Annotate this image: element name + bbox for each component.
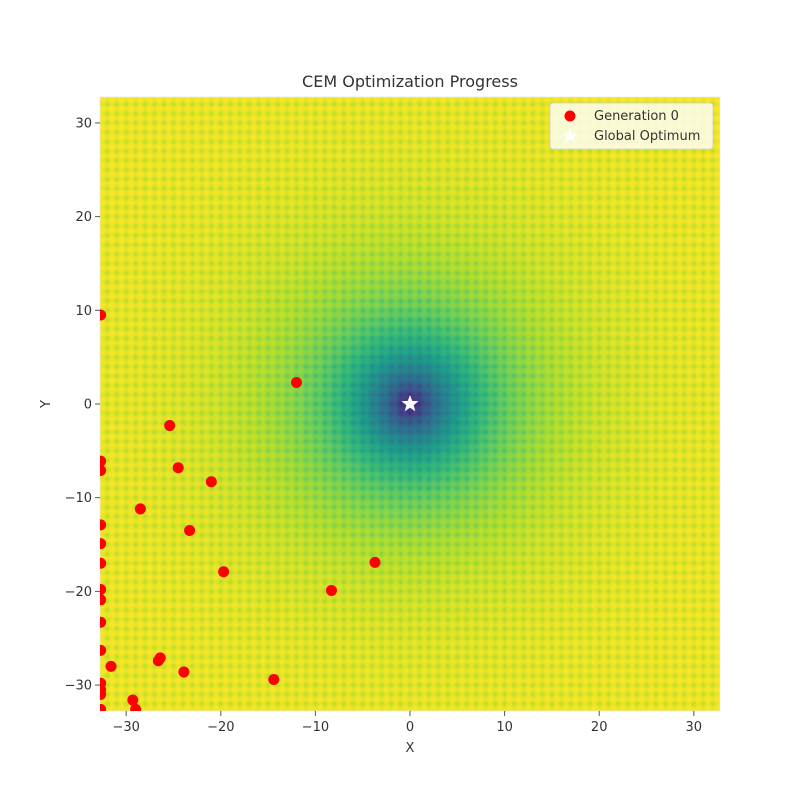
chart-title: CEM Optimization Progress [302, 72, 518, 91]
legend-marker-generation-0 [564, 110, 576, 122]
generation-0-point [134, 503, 146, 515]
generation-0-point [100, 455, 107, 467]
generation-0-point [152, 655, 164, 667]
generation-0-point [127, 694, 139, 706]
legend: Generation 0 Global Optimum [549, 102, 714, 150]
generation-0-point [205, 476, 217, 488]
y-axis-label: Y [39, 400, 54, 409]
generation-0-point [105, 660, 117, 672]
y-tick-label: −30 [65, 679, 92, 694]
y-tick-label: 20 [75, 210, 92, 225]
x-axis: −30 −20 −10 0 10 20 30 [112, 711, 702, 735]
generation-0-point [100, 309, 107, 321]
y-tick-label: 30 [75, 116, 92, 131]
generation-0-point [100, 538, 107, 550]
x-tick-label: −20 [207, 720, 234, 735]
generation-0-point [178, 666, 190, 678]
data-points [100, 309, 419, 711]
generation-0-point [369, 556, 381, 568]
generation-0-point [100, 703, 107, 711]
generation-0-point [100, 557, 107, 569]
x-tick-label: 0 [406, 720, 414, 735]
x-tick-label: 30 [686, 720, 703, 735]
generation-0-point [100, 616, 107, 628]
generation-0-point [172, 462, 184, 474]
legend-box [549, 102, 714, 150]
generation-0-point [100, 594, 107, 606]
generation-0-point [164, 420, 176, 432]
generation-0-point [130, 703, 142, 711]
generation-0-point [218, 566, 230, 578]
legend-label-generation-0: Generation 0 [594, 109, 679, 124]
generation-0-point [100, 584, 107, 596]
y-tick-label: −20 [65, 585, 92, 600]
generation-0-point [268, 673, 280, 685]
x-tick-label: −10 [302, 720, 329, 735]
y-tick-label: −10 [65, 491, 92, 506]
x-tick-label: 20 [591, 720, 608, 735]
generation-0-point [290, 376, 302, 388]
y-axis: −30 −20 −10 0 10 20 30 [65, 116, 100, 694]
generation-0-point [100, 519, 107, 531]
x-axis-label: X [406, 741, 415, 756]
generation-0-point [325, 584, 337, 596]
y-tick-label: 10 [75, 304, 92, 319]
generation-0-point [100, 465, 107, 477]
generation-0-point [100, 644, 107, 656]
x-tick-label: −30 [112, 720, 139, 735]
y-tick-label: 0 [84, 398, 92, 413]
generation-0-point [184, 524, 196, 536]
legend-marker-global-optimum [562, 128, 578, 143]
legend-label-global-optimum: Global Optimum [594, 129, 700, 144]
global-optimum-point [401, 395, 419, 412]
x-tick-label: 10 [496, 720, 513, 735]
generation-0-point [100, 688, 107, 700]
